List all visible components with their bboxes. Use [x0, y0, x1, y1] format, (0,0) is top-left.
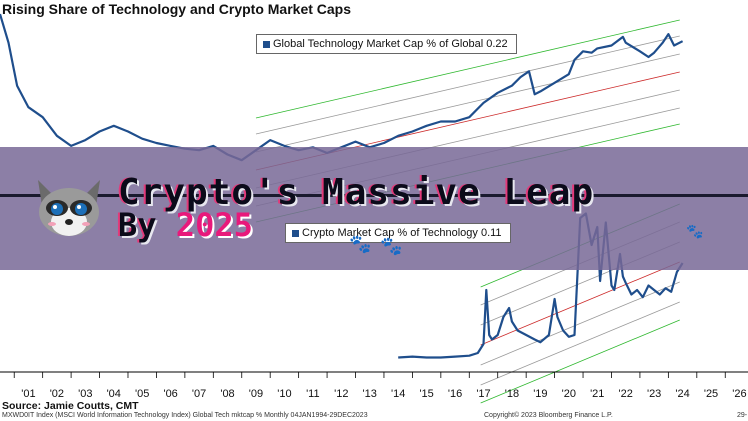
- legend-value-bottom: 0.11: [480, 227, 502, 239]
- x-tick-label: '08: [220, 388, 234, 400]
- banner-divider: [0, 194, 748, 197]
- x-tick-label: '04: [107, 388, 121, 400]
- x-tick-label: '06: [163, 388, 177, 400]
- channel-line-top-outer: [255, 19, 680, 119]
- channel-line-bottom-inner: [480, 281, 680, 366]
- channel-line-bottom-center: [480, 261, 680, 346]
- series-line-tech-share: [0, 13, 684, 162]
- legend-label-top: Global Technology Market Cap % of Global: [273, 38, 484, 50]
- banner-year: 2025: [175, 206, 253, 244]
- paw-print-icon: 🐾: [349, 234, 372, 255]
- x-tick-label: '22: [619, 388, 633, 400]
- series-line-crypto-share: [398, 212, 684, 359]
- source-text: Source: Jamie Coutts, CMT: [2, 400, 139, 412]
- x-ticks: '01 '02 '03 '04 '05 '06 '07 '08 '09 '10 '11 '12 '13 '…: [13, 372, 747, 400]
- x-tick-label: '19: [533, 388, 547, 400]
- footer-date-fragment: 29-: [737, 412, 748, 419]
- raccoon-icon: [38, 180, 100, 236]
- x-tick-label: '25: [704, 388, 718, 400]
- paw-print-icon: 🐾: [686, 224, 704, 240]
- x-tick-label: '02: [50, 388, 64, 400]
- x-tick-label: '11: [306, 388, 320, 400]
- channel-line-top-inner: [255, 35, 680, 135]
- banner-subheadline: By 2025: [118, 206, 253, 244]
- x-tick-label: '17: [476, 388, 490, 400]
- x-tick-label: '24: [675, 388, 689, 400]
- x-tick-label: '13: [363, 388, 377, 400]
- x-tick-label: '20: [562, 388, 576, 400]
- x-tick-label: '05: [135, 388, 149, 400]
- x-tick-label: '23: [647, 388, 661, 400]
- channel-line-top-inner: [255, 53, 680, 153]
- x-tick-label: '16: [448, 388, 462, 400]
- legend-top: Global Technology Market Cap % of Global…: [256, 34, 517, 54]
- legend-swatch-top: [263, 40, 270, 48]
- banner-headline: Crypto's Massive Leap: [118, 172, 595, 213]
- x-tick-label: '18: [505, 388, 519, 400]
- series-lines: [0, 13, 684, 359]
- x-tick-label: '12: [334, 388, 348, 400]
- paw-print-icon: 🐾: [380, 236, 403, 257]
- legend-label-bottom: Crypto Market Cap % of Technology: [302, 227, 478, 239]
- legend-swatch-bottom: [292, 229, 299, 237]
- channel-line-bottom-outer: [480, 319, 680, 404]
- legend-bottom: Crypto Market Cap % of Technology 0.11: [285, 223, 511, 243]
- x-tick-label: '09: [249, 388, 263, 400]
- channel-line-bottom-inner: [480, 301, 680, 386]
- banner-subheadline-prefix: By: [118, 206, 176, 244]
- x-tick-label: '14: [391, 388, 405, 400]
- x-tick-label: '15: [419, 388, 433, 400]
- chart-title: Rising Share of Technology and Crypto Ma…: [2, 1, 352, 17]
- x-tick-label: '10: [277, 388, 291, 400]
- footer-copyright: Copyright© 2023 Bloomberg Finance L.P.: [484, 412, 613, 419]
- x-tick-label: '01: [21, 388, 35, 400]
- x-tick-label: '07: [192, 388, 206, 400]
- promo-banner: [0, 147, 748, 270]
- footer-index-note: MXWD0IT Index (MSCI World Information Te…: [2, 412, 368, 419]
- legend-value-top: 0.22: [486, 38, 508, 50]
- x-tick-label: '21: [590, 388, 604, 400]
- x-tick-label: '03: [78, 388, 92, 400]
- x-tick-label: '26: [732, 388, 746, 400]
